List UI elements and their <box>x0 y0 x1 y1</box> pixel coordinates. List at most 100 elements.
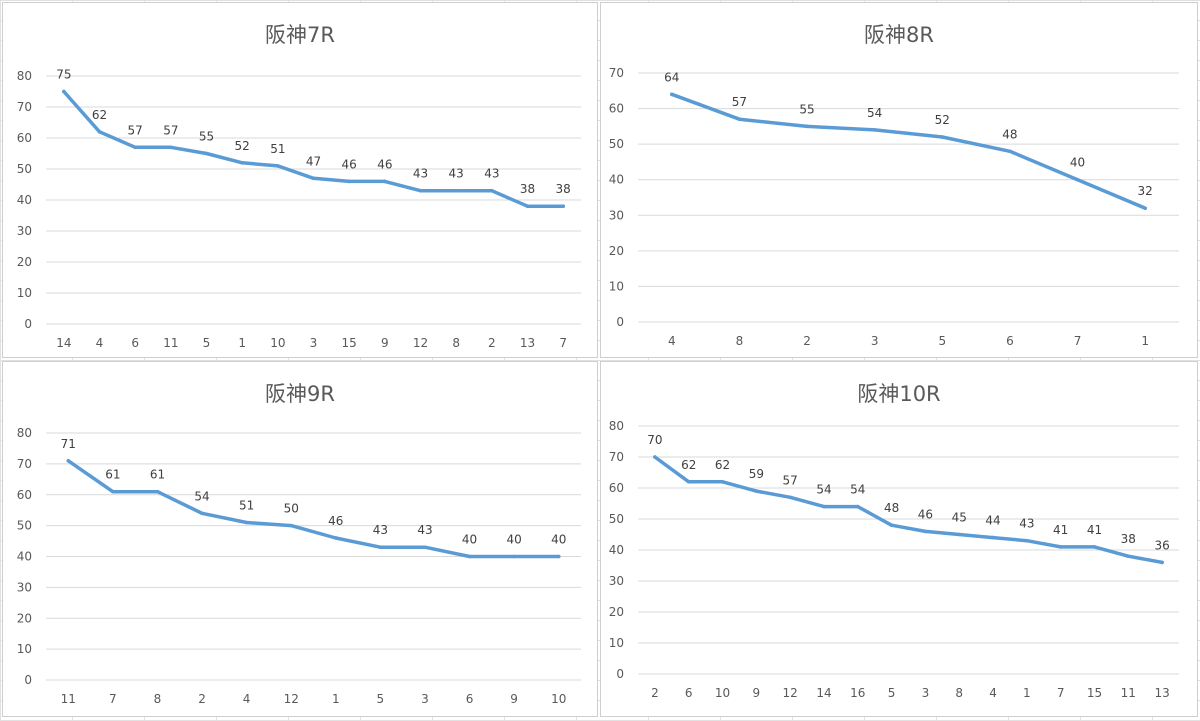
data-point <box>1143 206 1147 210</box>
x-tick-label: 8 <box>452 336 460 350</box>
data-label: 43 <box>484 167 499 181</box>
x-tick-label: 11 <box>61 692 76 706</box>
data-point <box>1160 560 1164 565</box>
chart-panel-hanshin-9r[interactable]: 阪神9R 0 10 20 30 40 50 60 70 80 11 7 8 2 4 12 1 5 3 6 9 10 71 6… <box>2 361 598 717</box>
data-label: 71 <box>61 437 76 451</box>
chart-panel-hanshin-8r[interactable]: 阪神8R 0 10 20 30 40 50 60 70 4 8 2 3 5 6 7 1 64 57 55 54 52 48… <box>600 2 1198 358</box>
data-point <box>333 536 338 540</box>
x-tick-label: 7 <box>559 336 567 350</box>
chart-title: 阪神9R <box>265 382 335 406</box>
y-tick-label: 80 <box>17 426 32 440</box>
x-tick-label: 9 <box>510 692 518 706</box>
x-tick-label: 1 <box>1023 686 1031 700</box>
y-tick-label: 50 <box>17 519 32 533</box>
data-point <box>670 92 674 97</box>
data-label: 40 <box>462 533 477 547</box>
series-line <box>670 92 1147 210</box>
y-tick-label: 10 <box>17 286 32 300</box>
data-point <box>454 188 458 193</box>
data-point <box>822 504 826 509</box>
data-label: 62 <box>715 458 730 472</box>
x-tick-label: 15 <box>1087 686 1102 700</box>
data-label: 48 <box>884 501 899 515</box>
data-label: 59 <box>749 467 764 481</box>
data-point <box>805 124 809 129</box>
data-label: 57 <box>128 123 143 137</box>
chart-title: 阪神7R <box>265 23 335 47</box>
x-tick-label: 8 <box>736 334 744 348</box>
x-tick-label: 6 <box>466 692 474 706</box>
line-chart-plot: 0 10 20 30 40 50 60 70 80 11 7 8 2 4 12 1 5 3 6 9 10 71 61 61 54… <box>17 426 581 706</box>
y-tick-label: 30 <box>609 208 624 222</box>
data-point <box>240 161 244 165</box>
x-tick-label: 3 <box>421 692 429 706</box>
data-label: 41 <box>1053 523 1068 537</box>
data-label: 36 <box>1154 538 1169 552</box>
data-label: 57 <box>732 95 747 109</box>
x-tick-label: 5 <box>377 692 385 706</box>
x-tick-label: 11 <box>1121 686 1136 700</box>
x-tick-label: 2 <box>488 336 496 350</box>
y-tick-label: 40 <box>609 543 624 557</box>
data-point <box>490 188 494 193</box>
data-label: 40 <box>551 533 566 547</box>
y-tick-label: 60 <box>609 102 624 116</box>
data-label: 47 <box>306 154 321 168</box>
data-label: 70 <box>647 433 662 447</box>
data-point <box>1058 545 1063 549</box>
data-point <box>423 545 427 550</box>
x-tick-label: 16 <box>850 686 865 700</box>
data-point <box>204 151 209 156</box>
chart-panel-hanshin-10r[interactable]: 阪神10R 0 10 20 30 40 50 60 70 80 2 6 10 9 12 14 16 5 3 8 4 1 7… <box>600 361 1198 717</box>
y-tick-label: 10 <box>609 279 624 293</box>
y-tick-label: 40 <box>17 193 32 207</box>
data-point <box>66 458 71 463</box>
data-label: 46 <box>377 157 392 171</box>
data-label: 46 <box>328 514 343 528</box>
y-tick-label: 20 <box>609 605 624 619</box>
data-label: 46 <box>918 507 933 521</box>
data-point <box>872 128 877 132</box>
data-label: 54 <box>850 483 865 497</box>
x-tick-label: 13 <box>1154 686 1169 700</box>
data-point <box>244 520 249 525</box>
data-label: 54 <box>816 483 831 497</box>
x-tick-label: 1 <box>238 336 246 350</box>
x-tick-label: 5 <box>203 336 211 350</box>
data-point <box>923 529 928 534</box>
data-label: 50 <box>284 502 299 516</box>
data-label: 43 <box>417 523 432 537</box>
data-label: 43 <box>449 167 464 181</box>
x-tick-label: 3 <box>922 686 930 700</box>
x-tick-label: 6 <box>131 336 139 350</box>
data-point <box>169 145 173 150</box>
data-point <box>1126 554 1131 558</box>
y-tick-label: 20 <box>17 611 32 625</box>
data-point <box>556 554 561 559</box>
x-tick-label: 13 <box>520 336 535 350</box>
x-tick-label: 10 <box>270 336 285 350</box>
data-point <box>754 489 759 493</box>
data-point <box>111 489 115 494</box>
data-point <box>1092 545 1097 549</box>
x-tick-label: 2 <box>651 686 659 700</box>
data-label: 46 <box>342 157 357 171</box>
y-tick-label: 30 <box>17 580 32 594</box>
data-point <box>561 204 565 208</box>
data-label: 44 <box>985 514 1000 528</box>
data-label: 57 <box>783 473 798 487</box>
data-label: 54 <box>194 489 209 503</box>
x-tick-label: 3 <box>310 336 318 350</box>
series-line <box>653 455 1164 565</box>
data-point <box>512 554 516 559</box>
data-label: 51 <box>270 142 285 156</box>
data-point <box>525 204 530 208</box>
data-label: 38 <box>520 182 535 196</box>
y-tick-label: 80 <box>609 419 624 433</box>
data-point <box>347 179 351 184</box>
chart-panel-hanshin-7r[interactable]: 阪神7R 0 10 20 30 40 50 60 70 80 14 4 6 11 5 1 10 3 15 9 12 8 2… <box>2 2 598 358</box>
x-tick-label: 6 <box>685 686 693 700</box>
data-point <box>686 480 691 484</box>
